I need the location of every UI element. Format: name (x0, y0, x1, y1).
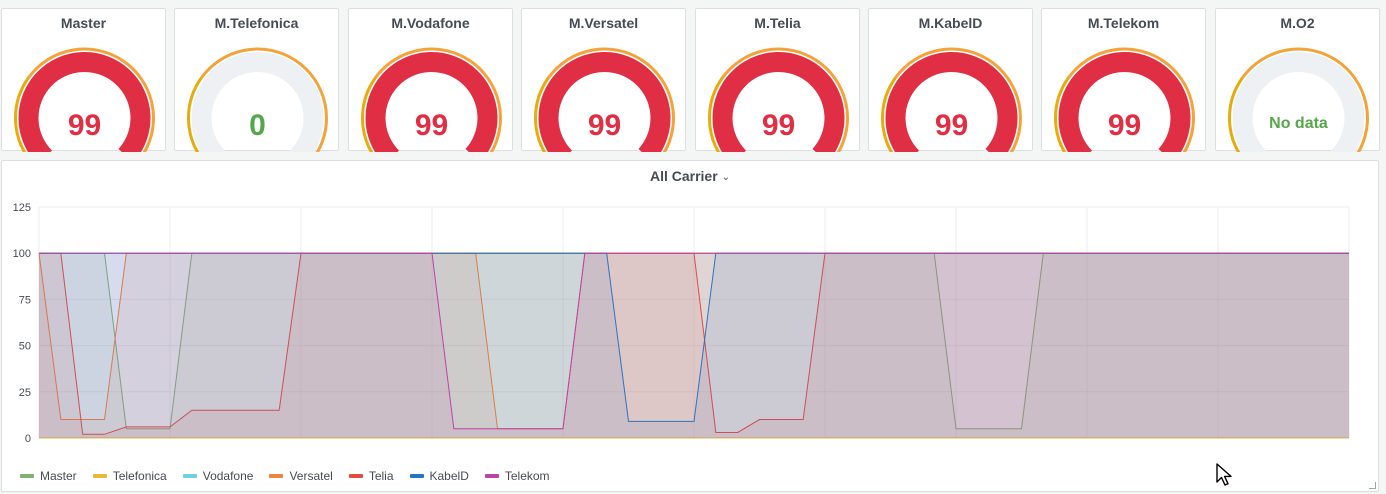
gauge-title[interactable]: M.Telekom (1087, 15, 1160, 31)
gauge-panel: M.O2 No data (1215, 8, 1380, 152)
series-area-vodafone (39, 253, 1349, 438)
gauge-threshold-band (534, 76, 550, 152)
legend-label: KabelD (429, 469, 469, 483)
gauge-dial: 99 (1054, 47, 1195, 152)
series-area-telekom (39, 253, 1349, 438)
gauge-panel: M.Telefonica 0 (174, 8, 339, 152)
series-area-telia (39, 253, 1349, 438)
gauge-title[interactable]: Master (60, 15, 107, 31)
gauge-value: 99 (935, 109, 968, 142)
legend-swatch (348, 474, 363, 478)
legend-swatch (20, 474, 34, 478)
gauge-value: 99 (588, 109, 621, 142)
gauge-dial: 0 (187, 47, 328, 152)
gauge-title[interactable]: M.O2 (1280, 15, 1315, 31)
gauge-dial: 99 (14, 47, 155, 152)
gauge-dial: 99 (881, 47, 1022, 152)
gauge-value: 0 (249, 109, 266, 142)
gauge-threshold-band (361, 76, 377, 152)
legend-item-telefonica[interactable]: Telefonica (92, 469, 167, 483)
mouse-cursor-icon (1216, 463, 1232, 486)
gauge-threshold-band (200, 47, 328, 152)
gauge-panel: M.Versatel 99 (521, 8, 686, 152)
gauge-threshold-band (708, 76, 724, 152)
gauge-threshold-band (187, 76, 203, 152)
series-line-telekom[interactable] (39, 252, 1349, 430)
legend-label: Vodafone (202, 469, 254, 483)
legend-item-vodafone[interactable]: Vodafone (182, 469, 254, 483)
gauge-value: 99 (1108, 109, 1141, 142)
legend-item-telekom[interactable]: Telekom (484, 469, 550, 483)
y-tick-label: 25 (19, 387, 31, 399)
gauge-dial: 99 (534, 47, 675, 152)
gauge-value-arc (365, 52, 498, 152)
gauge-title[interactable]: M.Telefonica (214, 15, 299, 31)
panel-title[interactable]: All Carrier ⌄ (2, 168, 1378, 184)
series-area-kabeld (39, 253, 1349, 438)
legend-swatch (269, 474, 284, 478)
gauge-threshold-band (374, 47, 502, 152)
gauge-panel: M.Telia 99 (695, 8, 860, 152)
all-carrier-panel: All Carrier ⌄ 0 25 50 75 100 125 Master Telefon… (1, 160, 1379, 492)
legend-swatch (92, 474, 107, 478)
y-tick-label: 50 (19, 341, 31, 353)
gauge-threshold-band (1067, 47, 1195, 152)
gauge-panel: Master 99 (1, 8, 166, 152)
gauge-threshold-band (547, 47, 675, 152)
chart-legend: Master Telefonica Vodafone Versatel Telia Kab… (20, 469, 550, 483)
legend-item-telia[interactable]: Telia (348, 469, 394, 483)
gauge-threshold-band (27, 47, 155, 152)
gauge-dial: 99 (708, 47, 849, 152)
resize-handle-icon[interactable] (1369, 482, 1376, 489)
y-tick-label: 125 (13, 202, 31, 214)
gauge-value: No data (1269, 115, 1328, 132)
gauge-value: 99 (762, 109, 795, 142)
y-tick-label: 0 (25, 433, 31, 445)
legend-swatch (409, 474, 424, 478)
legend-item-master[interactable]: Master (20, 469, 77, 483)
gauge-title[interactable]: M.Versatel (568, 15, 639, 31)
gauge-panel: M.Telekom 99 (1041, 8, 1206, 152)
legend-label: Telia (368, 469, 394, 483)
gauge-value-arc (712, 52, 845, 152)
gauge-dial: 99 (361, 47, 502, 152)
gauge-threshold-band (1228, 76, 1244, 152)
series-area-versatel (39, 253, 1349, 438)
series-area-master (39, 253, 1349, 438)
legend-label: Master (40, 469, 77, 483)
gauge-title[interactable]: M.KabelD (918, 15, 983, 31)
gauge-threshold-band (894, 47, 1022, 152)
gauge-dial: No data (1228, 47, 1369, 152)
gauge-panel: M.KabelD 99 (868, 8, 1033, 152)
gauge-value: 99 (415, 109, 448, 142)
gauge-threshold-band (721, 47, 849, 152)
gauge-track (191, 52, 324, 152)
chevron-down-icon: ⌄ (721, 172, 731, 183)
gauge-value-arc (538, 52, 671, 152)
legend-item-versatel[interactable]: Versatel (269, 469, 333, 483)
legend-swatch (484, 474, 499, 478)
gauge-value: 99 (68, 109, 101, 142)
gauge-threshold-band (14, 76, 30, 152)
y-tick-label: 75 (19, 294, 31, 306)
gauge-value-arc (1058, 52, 1191, 152)
legend-label: Versatel (289, 469, 333, 483)
gauge-value-arc (885, 52, 1018, 152)
gauge-threshold-band (881, 76, 897, 152)
gauge-value-arc (18, 52, 151, 152)
gauge-threshold-band (1054, 76, 1070, 152)
gauge-title[interactable]: M.Telia (754, 15, 801, 31)
gauge-title[interactable]: M.Vodafone (391, 15, 470, 31)
y-tick-label: 100 (13, 248, 31, 260)
legend-item-kabeld[interactable]: KabelD (409, 469, 469, 483)
timeseries-chart[interactable]: 0 25 50 75 100 125 (2, 161, 1380, 493)
legend-label: Telefonica (112, 469, 167, 483)
legend-swatch (182, 474, 197, 478)
gauge-track (1232, 52, 1365, 152)
gauge-threshold-band (1241, 47, 1369, 152)
panel-title-text: All Carrier (649, 168, 718, 184)
gauge-panel: M.Vodafone 99 (348, 8, 513, 152)
legend-label: Telekom (504, 469, 550, 483)
